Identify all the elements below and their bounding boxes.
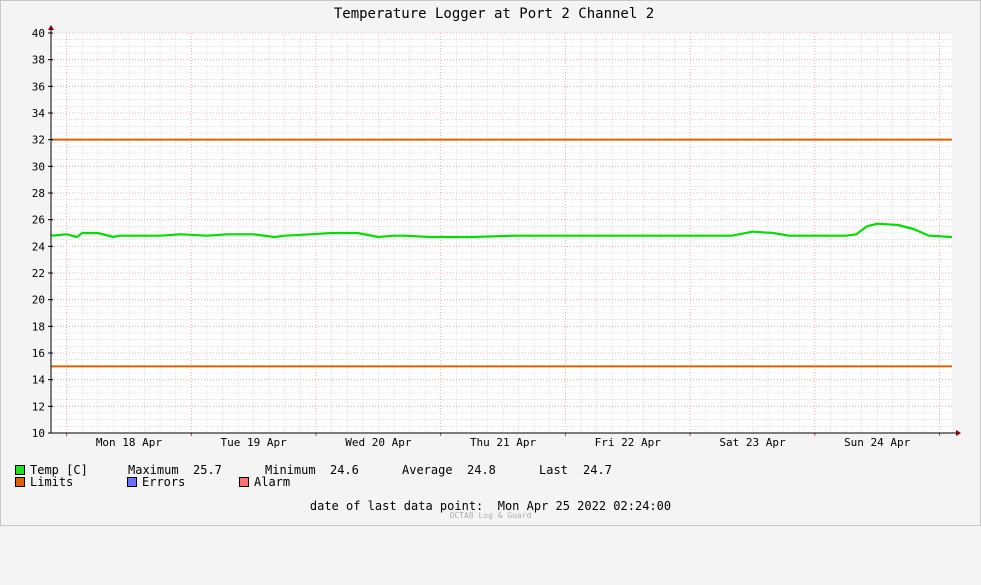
y-tick-label: 40 [32, 27, 45, 40]
stat-last-value: 24.7 [583, 463, 612, 477]
legend-label-alarm: Alarm [254, 475, 291, 489]
legend-item-temp: Temp [C] [15, 464, 88, 476]
stat-min-value: 24.6 [330, 463, 359, 477]
y-tick-label: 34 [32, 107, 46, 120]
stat-avg-value: 24.8 [467, 463, 496, 477]
stat-max-value: 25.7 [193, 463, 222, 477]
legend-item-alarm: Alarm [239, 476, 290, 488]
y-tick-label: 18 [32, 320, 45, 333]
y-tick-label: 26 [32, 214, 45, 227]
x-axis-tick-labels: Mon 18 Apr Tue 19 Apr Wed 20 Apr Thu 21 Apr… [96, 436, 911, 449]
legend-swatch-limits [15, 477, 25, 487]
y-axis-tick-labels: 10 12 14 16 18 20 22 24 26 28 30 32 34 36 38 40 [32, 27, 53, 440]
legend-swatch-alarm [239, 477, 249, 487]
y-tick-label: 14 [32, 374, 46, 387]
stat-avg-label: Average [402, 463, 453, 477]
y-tick-label: 20 [32, 294, 45, 307]
x-axis-arrow [956, 430, 961, 436]
y-tick-label: 16 [32, 347, 45, 360]
y-tick-label: 10 [32, 427, 45, 440]
x-tick-label: Sun 24 Apr [844, 436, 911, 449]
y-tick-label: 24 [32, 240, 46, 253]
legend-label-limits: Limits [30, 475, 74, 489]
y-tick-label: 12 [32, 400, 45, 413]
x-tick-label: Mon 18 Apr [96, 436, 163, 449]
y-tick-label: 32 [32, 134, 45, 147]
legend-item-limits: Limits [15, 476, 73, 488]
last-data-point: date of last data point: Mon Apr 25 2022… [309, 499, 672, 513]
y-tick-label: 28 [32, 187, 45, 200]
x-tick-label: Tue 19 Apr [221, 436, 288, 449]
x-tick-label: Sat 23 Apr [719, 436, 786, 449]
chart-canvas: Temperature Logger at Port 2 Channel 2 1… [32, 6, 961, 449]
minor-gridlines [51, 33, 952, 433]
y-tick-label: 30 [32, 160, 45, 173]
legend-row-stats: Temp [C] Maximum 25.7 Minimum 24.6 Avera… [15, 464, 612, 476]
x-tick-label: Thu 21 Apr [470, 436, 537, 449]
legend-swatch-temp [15, 465, 25, 475]
y-tick-label: 38 [32, 54, 45, 67]
stat-min-label: Minimum [265, 463, 316, 477]
legend-label-temp: Temp [C] [30, 463, 88, 477]
legend-item-errors: Errors [127, 476, 185, 488]
y-axis-arrow [48, 25, 54, 30]
stat-max-label: Maximum [128, 463, 179, 477]
x-tick-label: Wed 20 Apr [345, 436, 412, 449]
chart-title: Temperature Logger at Port 2 Channel 2 [334, 6, 654, 22]
legend-label-errors: Errors [142, 475, 186, 489]
stat-last-label: Last [539, 463, 568, 477]
y-tick-label: 22 [32, 267, 45, 280]
legend-swatch-errors [127, 477, 137, 487]
watermark-credit: OCTA8 Log & Guard [449, 511, 532, 520]
limit-lines [51, 138, 952, 368]
x-tick-label: Fri 22 Apr [595, 436, 662, 449]
temperature-series-line [50, 222, 953, 239]
axes [48, 25, 961, 436]
y-tick-label: 36 [32, 80, 45, 93]
series-layer [50, 222, 953, 239]
legend-row-markers: Limits Errors Alarm [15, 476, 290, 488]
